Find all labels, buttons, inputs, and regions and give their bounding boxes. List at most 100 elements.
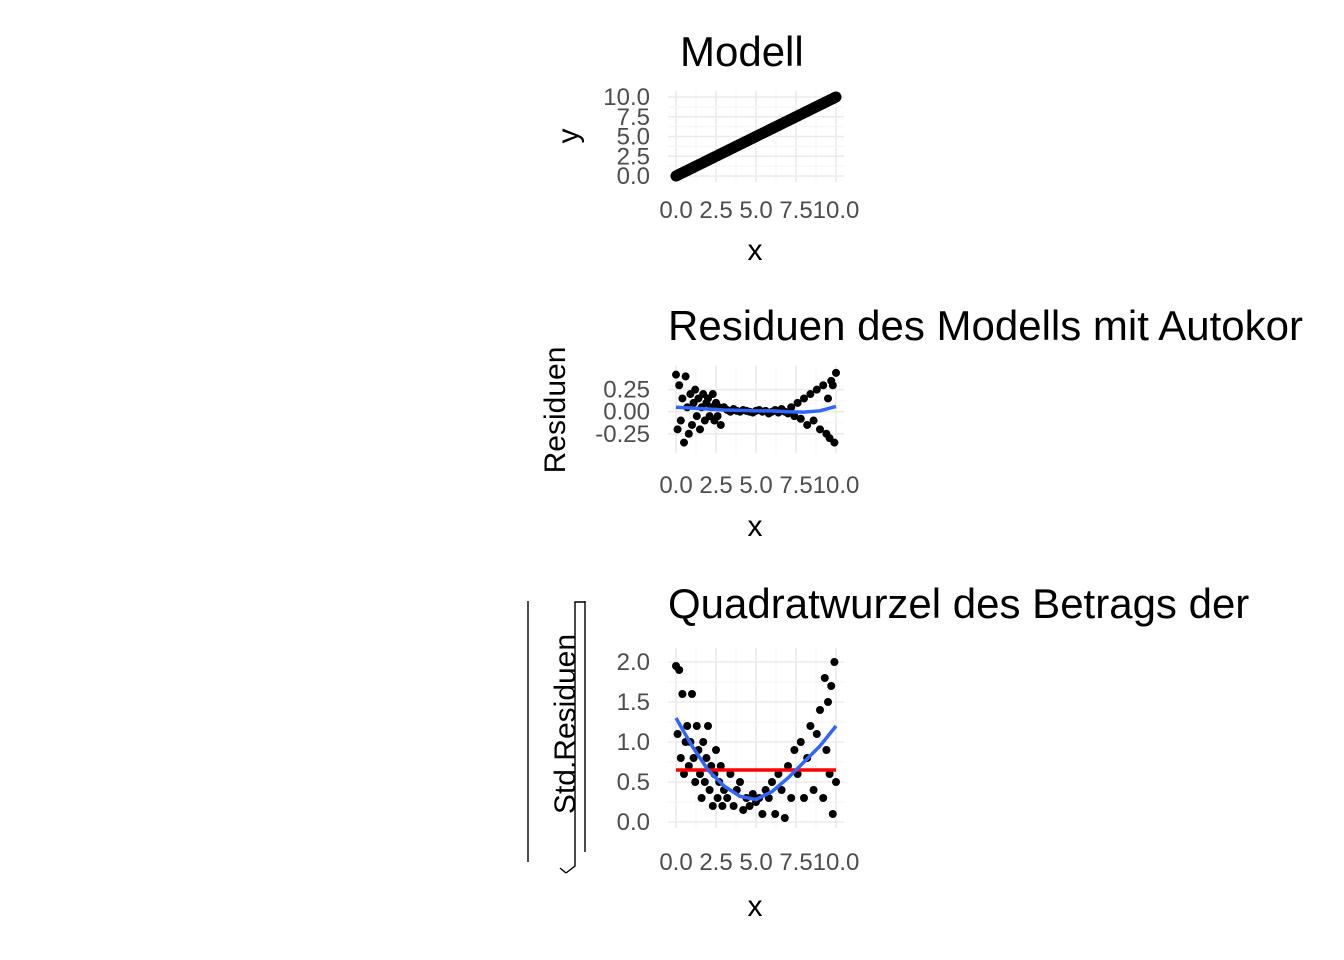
data-point	[800, 394, 808, 403]
data-point	[787, 794, 796, 802]
data-point	[729, 802, 738, 810]
data-point	[696, 425, 704, 434]
panel-3-title: Quadratwurzel des Betrags der	[668, 580, 1249, 627]
panel-2-y-title: Residuen	[539, 347, 572, 474]
data-point	[748, 790, 757, 798]
x-tick-label: 5.0	[739, 197, 772, 224]
panel-1-x-title: x	[748, 234, 763, 267]
panel-model: Modell 0.02.55.07.510.0 0.0 2.5 5.0 7.5 10.0…	[552, 28, 859, 267]
data-point	[828, 381, 837, 390]
data-point	[723, 794, 732, 802]
data-point	[726, 770, 735, 778]
data-point	[819, 794, 828, 802]
data-point	[793, 398, 802, 407]
data-point	[713, 412, 722, 421]
data-point	[680, 438, 688, 447]
data-point	[816, 425, 824, 434]
data-point	[780, 814, 789, 822]
panel-2-x-title: x	[748, 510, 763, 543]
data-point	[736, 778, 744, 786]
data-point	[832, 368, 840, 377]
data-point	[830, 438, 839, 447]
x-tick-label: 7.5	[779, 197, 812, 224]
data-point	[691, 385, 700, 394]
data-point	[692, 722, 701, 730]
data-point	[708, 390, 717, 399]
data-point	[705, 786, 714, 794]
data-point	[704, 722, 712, 730]
x-tick-label: 7.5	[779, 472, 812, 499]
data-point	[830, 658, 839, 666]
data-point	[718, 802, 727, 810]
panel-1-x-ticks: 0.0 2.5 5.0 7.5 10.0	[659, 197, 859, 224]
y-tick-label: 0.25	[603, 377, 650, 404]
x-tick-label: 10.0	[813, 472, 860, 499]
data-point	[812, 730, 821, 738]
data-point	[707, 762, 716, 770]
y-tick-label: 2.5	[617, 143, 650, 170]
y-tick-label: 0.0	[617, 809, 650, 836]
y-tick-label: 5.0	[617, 124, 650, 151]
data-point	[819, 381, 828, 390]
data-point	[809, 416, 818, 425]
data-point	[739, 806, 748, 814]
y-tick-label: 1.5	[617, 689, 650, 716]
x-tick-label: 0.0	[659, 849, 692, 876]
data-point	[675, 666, 684, 674]
panel-residuals: Residuen des Modells mit Autokor -0.250.…	[539, 302, 1303, 543]
x-tick-label: 5.0	[739, 849, 772, 876]
x-tick-label: 2.5	[699, 472, 732, 499]
data-point	[822, 746, 831, 754]
data-point	[806, 390, 815, 399]
data-point	[828, 810, 837, 818]
data-point	[774, 770, 783, 778]
data-point	[758, 810, 767, 818]
panel-1-y-ticks: 0.02.55.07.510.0	[603, 84, 650, 190]
data-point	[688, 420, 696, 429]
data-point	[824, 394, 832, 403]
data-point	[713, 794, 722, 802]
data-point	[803, 420, 812, 429]
data-point	[699, 738, 708, 746]
panel-2-x-ticks: 0.0 2.5 5.0 7.5 10.0	[659, 472, 859, 499]
panel-1-y-title: y	[552, 129, 585, 144]
data-point	[830, 91, 842, 103]
data-point	[700, 778, 709, 786]
x-tick-label: 10.0	[813, 849, 860, 876]
data-point	[688, 690, 696, 698]
data-point	[680, 770, 688, 778]
data-point	[696, 770, 704, 778]
y-tick-label: 7.5	[617, 104, 650, 131]
data-point	[684, 429, 693, 438]
data-point	[673, 730, 682, 738]
data-point	[796, 738, 805, 746]
y-tick-label: 0.0	[617, 163, 650, 190]
x-tick-label: 2.5	[699, 849, 732, 876]
panel-1-points	[670, 91, 842, 182]
data-point	[825, 770, 834, 778]
data-point	[796, 414, 805, 423]
x-tick-label: 10.0	[813, 197, 860, 224]
panel-3-y-title: Std.Residuen	[549, 634, 582, 814]
data-point	[683, 722, 692, 730]
data-point	[689, 754, 698, 762]
data-point	[672, 370, 680, 379]
sqrt-symbol-icon	[559, 601, 585, 874]
panel-scale-location: Quadratwurzel des Betrags der 0.0 0.5 1.0 1…	[527, 580, 1249, 923]
data-point	[768, 778, 776, 786]
data-point	[820, 674, 829, 682]
panel-1-title: Modell	[680, 28, 804, 75]
data-point	[777, 786, 786, 794]
data-point	[684, 762, 693, 770]
data-point	[827, 682, 836, 690]
data-point	[816, 706, 824, 714]
data-point	[691, 778, 700, 786]
data-point	[784, 762, 792, 770]
data-point	[708, 802, 717, 810]
y-tick-label: 0.00	[603, 399, 650, 426]
data-point	[800, 794, 808, 802]
data-point	[771, 810, 780, 818]
x-tick-label: 2.5	[699, 197, 732, 224]
data-point	[681, 372, 690, 381]
data-point	[676, 754, 685, 762]
